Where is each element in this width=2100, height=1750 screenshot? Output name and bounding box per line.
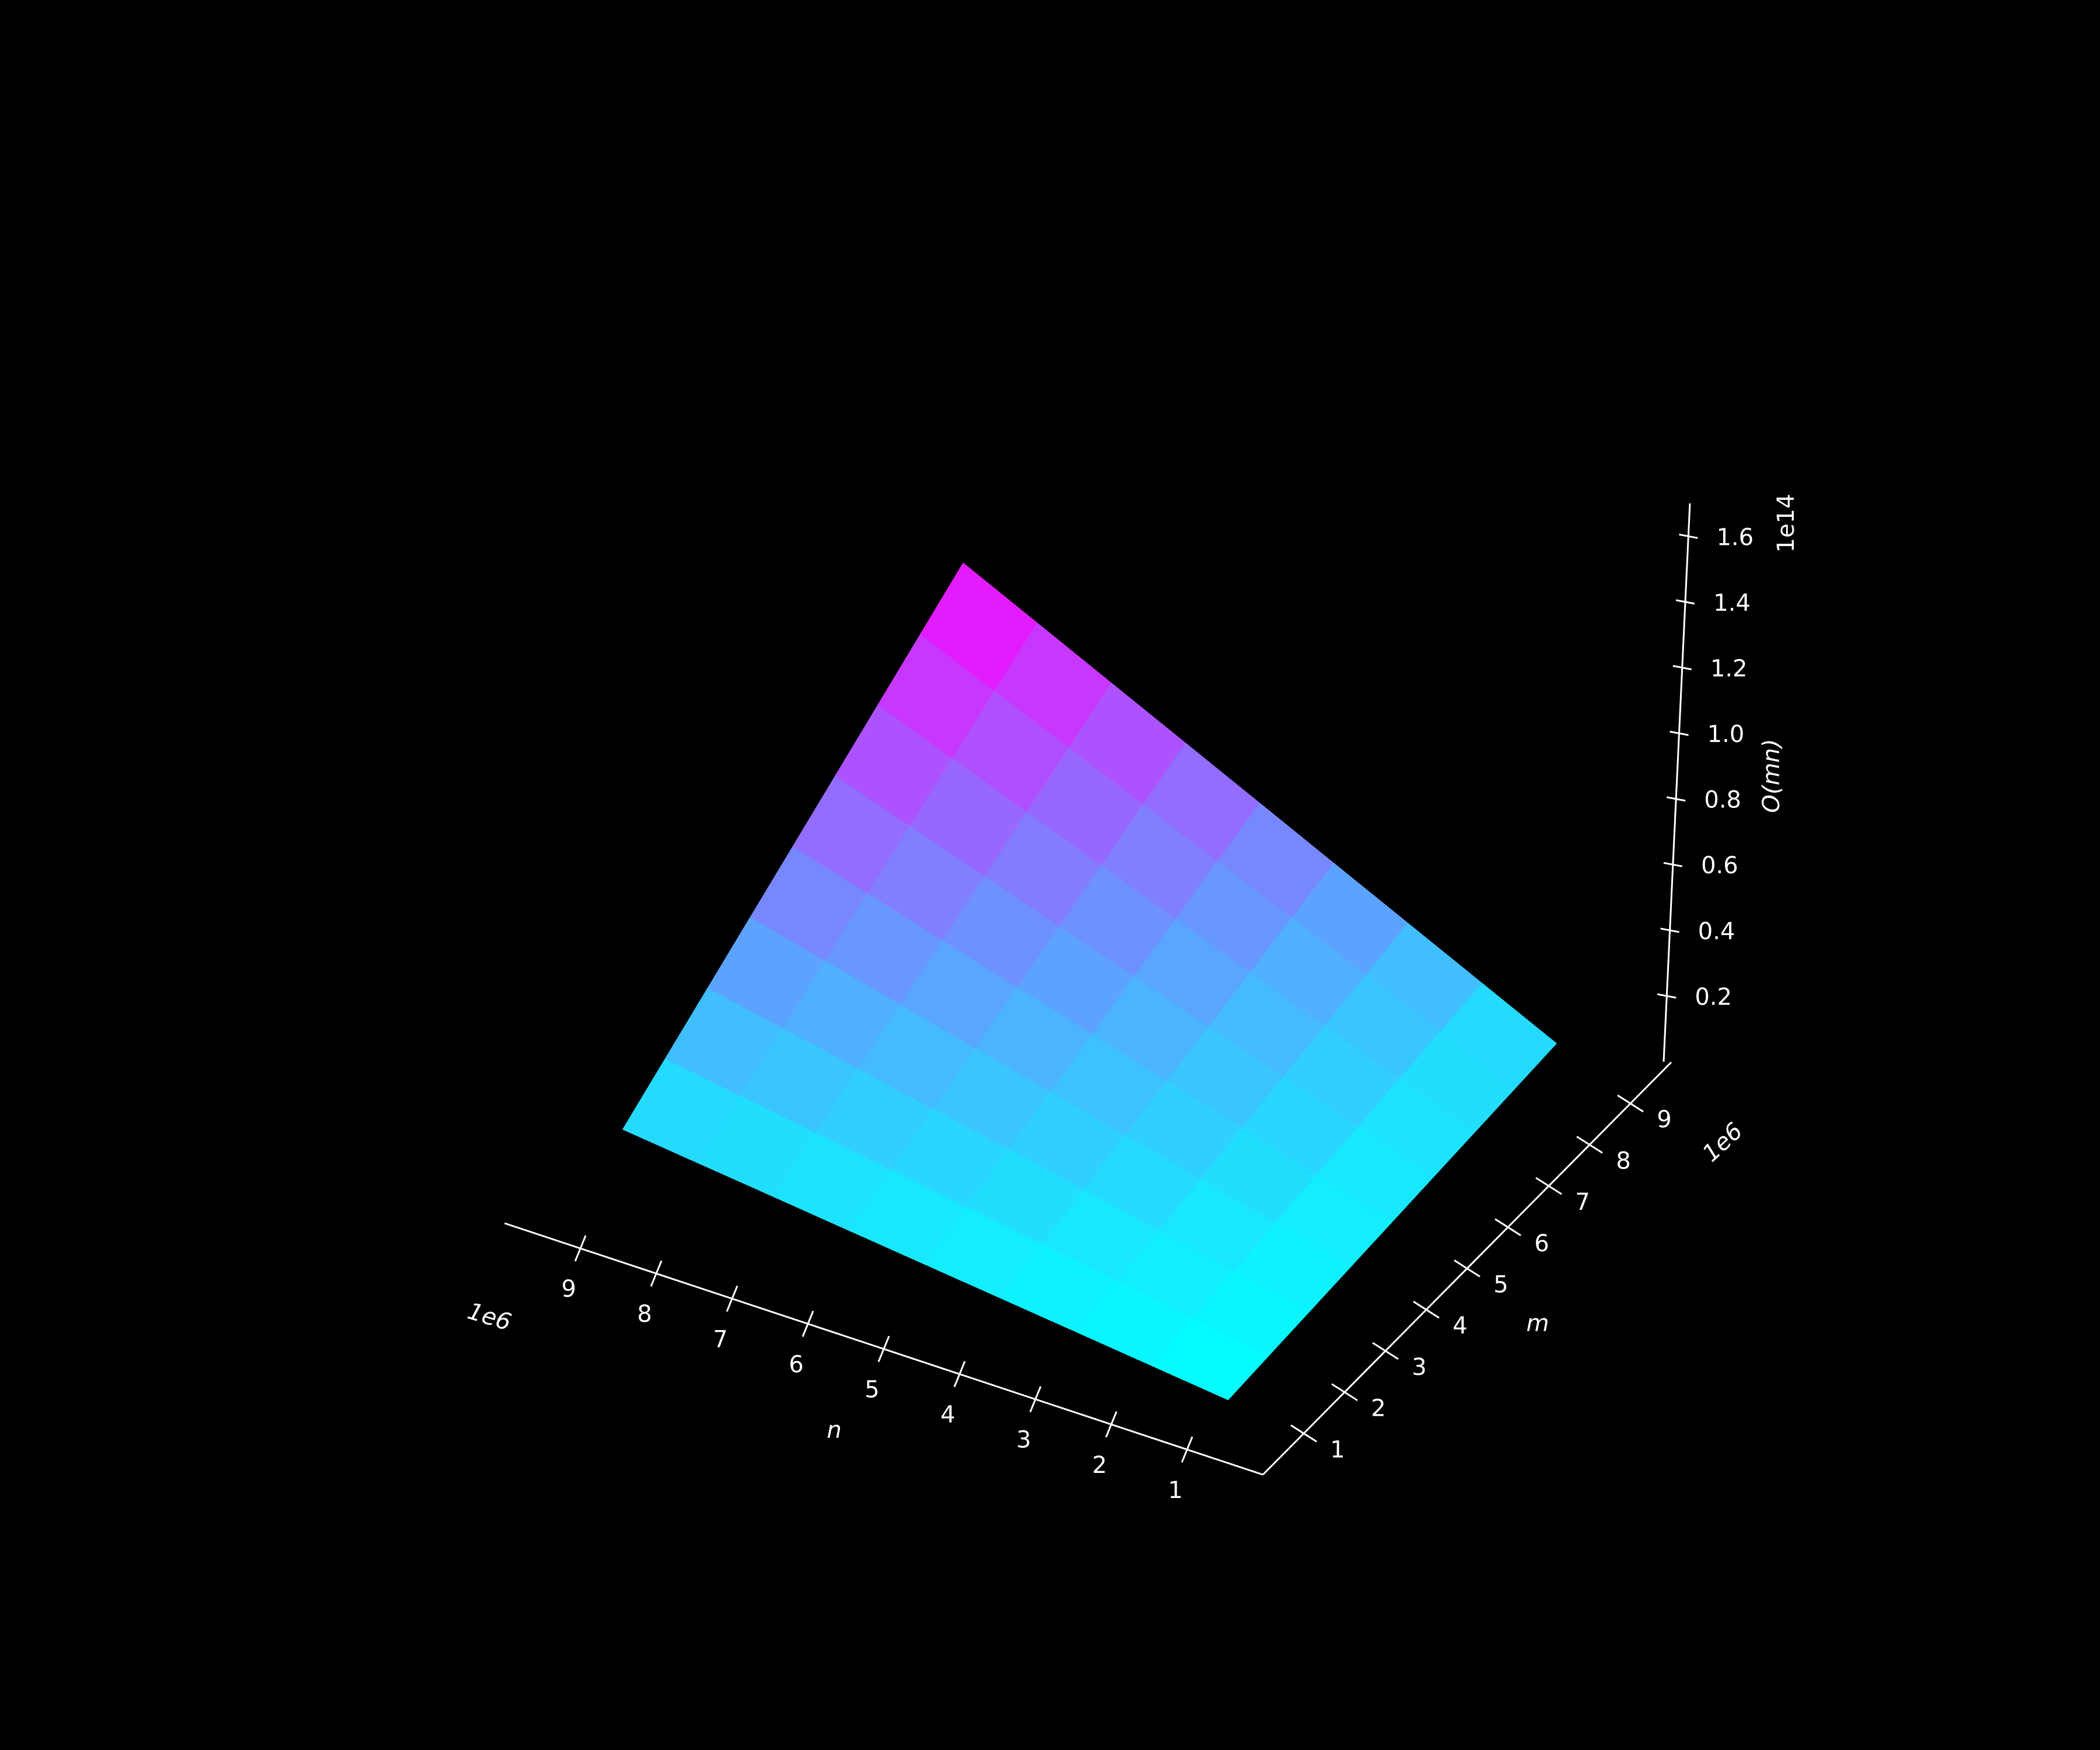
- n-axis-tick: [802, 1310, 814, 1337]
- m-axis-label: m: [1527, 1310, 1549, 1337]
- m-axis-tick: [1535, 1177, 1562, 1195]
- m-axis-tick: [1454, 1259, 1480, 1278]
- z-axis-tick: [1675, 599, 1695, 605]
- surface-patch-0-7: [1440, 982, 1557, 1089]
- m-axis-tick: [1372, 1342, 1399, 1360]
- z-axis-tick: [1666, 796, 1686, 802]
- n-axis-tick: [1105, 1411, 1118, 1438]
- z-axis-line: [1662, 503, 1691, 1062]
- z-axis-tick-label: 0.4: [1698, 918, 1735, 945]
- n-axis-tick-label: 9: [561, 1276, 576, 1303]
- n-axis-ticks: 1 2 3 4 5 6 7 8 9: [561, 1235, 1194, 1504]
- m-axis-tick-label: 5: [1493, 1272, 1508, 1298]
- surface-layer: [622, 562, 1557, 1401]
- m-axis-tick: [1494, 1218, 1521, 1237]
- z-axis-label: O(mn): [1758, 738, 1785, 813]
- m-axis-offset-label: 1e6: [1698, 1118, 1748, 1167]
- n-axis-offset-label: 1e6: [464, 1298, 514, 1336]
- m-axis-tick-label: 4: [1452, 1312, 1467, 1339]
- n-axis-tick: [574, 1235, 587, 1262]
- n-axis-tick-label: 2: [1092, 1452, 1107, 1479]
- n-axis-tick: [1181, 1436, 1194, 1463]
- m-axis-tick: [1617, 1094, 1644, 1112]
- m-axis-tick-label: 7: [1575, 1189, 1590, 1216]
- z-axis-tick-label: 1.2: [1710, 656, 1748, 682]
- n-axis-tick-label: 7: [713, 1326, 727, 1353]
- m-axis-tick: [1413, 1300, 1440, 1319]
- n-axis-tick: [1029, 1386, 1042, 1413]
- n-axis-label: n: [827, 1417, 841, 1444]
- n-axis-tick-label: 6: [789, 1351, 803, 1378]
- m-axis-tick-label: 3: [1412, 1354, 1426, 1381]
- z-axis-ticks: 0.2 0.4 0.6 0.8 1.0 1.2 1.4 1.6: [1657, 524, 1754, 1010]
- z-axis-tick-label: 0.2: [1695, 984, 1732, 1010]
- z-axis-tick: [1679, 533, 1698, 539]
- z-axis-tick-label: 1.6: [1717, 524, 1754, 551]
- n-axis-tick-label: 1: [1168, 1477, 1182, 1504]
- m-axis-tick-label: 8: [1616, 1147, 1630, 1174]
- n-axis-tick-label: 4: [940, 1402, 955, 1429]
- n-axis-tick: [726, 1285, 738, 1312]
- n-axis-tick: [877, 1335, 890, 1363]
- m-axis-tick-label: 9: [1657, 1107, 1671, 1133]
- z-axis-tick: [1670, 730, 1689, 736]
- z-axis-tick-label: 0.8: [1704, 787, 1741, 814]
- n-axis-tick: [953, 1361, 966, 1388]
- z-axis-offset-label: 1e14: [1773, 494, 1800, 553]
- z-axis-tick: [1660, 928, 1679, 933]
- n-axis-tick-label: 5: [864, 1377, 879, 1404]
- n-axis-tick-label: 8: [637, 1301, 652, 1328]
- z-axis-tick-label: 1.4: [1713, 590, 1751, 617]
- m-axis-tick-label: 6: [1534, 1230, 1549, 1257]
- z-axis-tick-label: 0.6: [1701, 852, 1738, 879]
- z-axis-tick: [1672, 665, 1692, 670]
- z-axis-tick: [1657, 993, 1676, 999]
- m-axis-tick-label: 1: [1330, 1436, 1345, 1463]
- m-axis-tick-label: 2: [1371, 1395, 1385, 1422]
- m-axis-tick: [1290, 1424, 1317, 1443]
- m-axis-tick: [1331, 1383, 1358, 1401]
- z-axis-tick: [1663, 862, 1683, 867]
- n-axis-tick: [650, 1260, 663, 1287]
- z-axis-tick-label: 1.0: [1707, 721, 1745, 748]
- m-axis-tick: [1576, 1136, 1603, 1154]
- n-axis-tick-label: 3: [1016, 1427, 1031, 1454]
